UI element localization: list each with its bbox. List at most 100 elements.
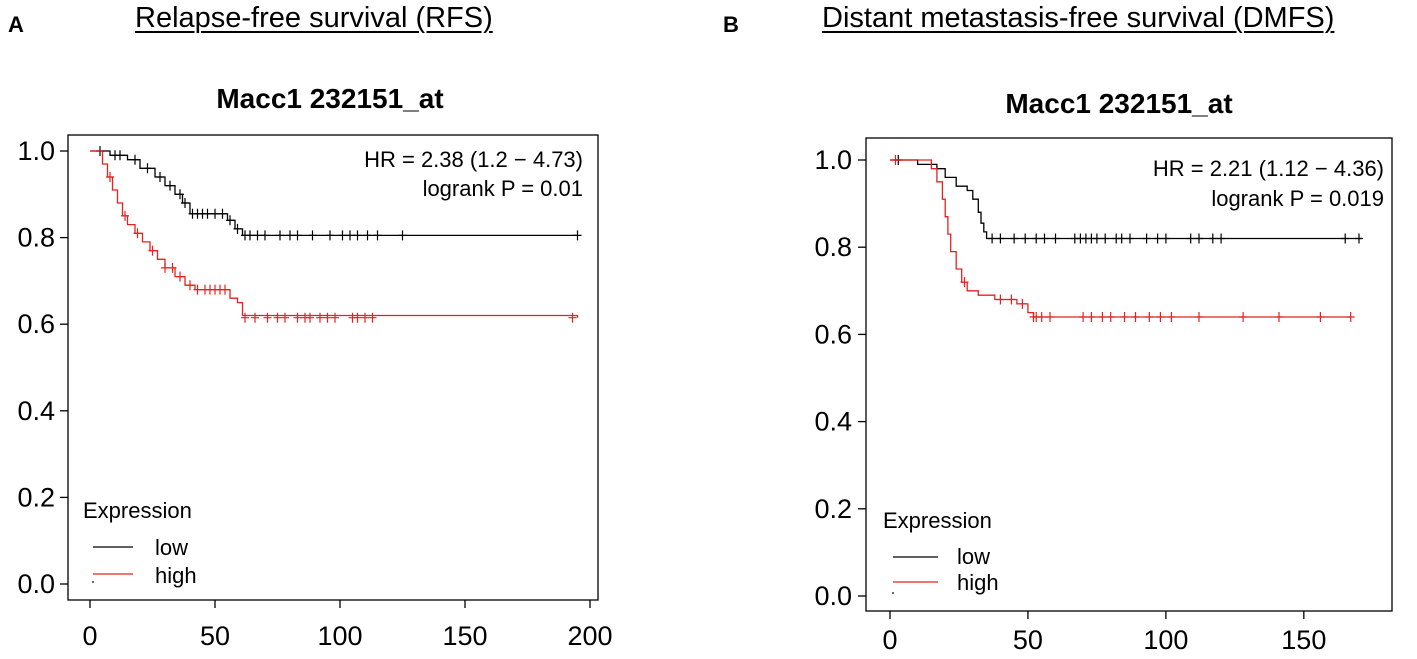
km-curve-low (90, 150, 578, 237)
x-tick-label: 50 (1013, 625, 1043, 655)
x-tick-label: 100 (1143, 625, 1188, 655)
censor-mark-high (1156, 312, 1165, 322)
x-tick-label: 0 (82, 621, 97, 651)
panel-a-letter: A (8, 12, 24, 37)
censor-mark-high (1120, 312, 1129, 322)
censor-mark-low (1208, 233, 1217, 244)
censor-mark-high (1131, 312, 1140, 322)
censor-mark-low (1186, 233, 1195, 244)
censor-mark-low (131, 154, 139, 165)
legend-dot (92, 581, 94, 583)
censor-mark-high (960, 277, 969, 288)
censor-mark-low (1126, 233, 1134, 244)
censor-mark-high (1239, 312, 1248, 322)
censor-mark-high (1018, 298, 1027, 309)
censor-mark-low (218, 208, 227, 219)
km-chart-1: Macc1 232151_at 0.0 0.2 0.4 0.6 0.8 1.0 0 50 100 1… (17, 83, 612, 651)
censor-mark-low (1153, 233, 1162, 244)
censor-mark-high (568, 312, 577, 323)
y-tick-label: 0.8 (17, 223, 55, 253)
legend-label-high: high (155, 563, 197, 588)
logrank-p-label: logrank P = 0.01 (423, 176, 583, 201)
censor-mark-low (181, 198, 189, 208)
censor-mark-high (368, 312, 377, 323)
chart-title: Macc1 232151_at (216, 83, 443, 114)
censor-mark-low (398, 230, 407, 241)
y-tick-label: 1.0 (17, 136, 55, 166)
censor-mark-high (186, 280, 194, 291)
censor-mark-high (1087, 312, 1096, 322)
y-tick-label: 0.8 (814, 232, 852, 262)
censor-mark-low (203, 208, 212, 219)
censor-mark-low (326, 230, 334, 241)
censor-mark-high (1145, 312, 1154, 322)
censor-mark-low (573, 230, 582, 241)
x-tick-label: 150 (1281, 625, 1326, 655)
censor-mark-high (133, 228, 142, 239)
plot-frame (865, 137, 1393, 612)
censor-mark-high (161, 262, 169, 273)
x-tick-label: 50 (200, 621, 230, 651)
x-tick-label: 200 (567, 621, 612, 651)
plot-frame (67, 134, 599, 601)
y-tick-label: 1.0 (814, 145, 852, 175)
censor-mark-low (166, 180, 174, 191)
censor-mark-high (1346, 312, 1355, 322)
legend-title: Expression (83, 498, 192, 523)
censor-mark-high (1079, 312, 1088, 322)
censor-mark-low (1010, 233, 1019, 244)
panel-a-heading: Relapse-free survival (RFS) (135, 2, 493, 34)
censor-mark-low (1101, 233, 1110, 244)
x-tick-label: 100 (317, 621, 362, 651)
hazard-ratio-label: HR = 2.21 (1.12 − 4.36) (1153, 156, 1384, 181)
y-tick-label: 0.4 (17, 396, 55, 426)
censor-mark-low (1117, 233, 1126, 244)
km-curve-low (890, 159, 1362, 240)
censor-mark-high (251, 312, 259, 323)
y-tick-label: 0.0 (814, 581, 852, 611)
legend-dot (892, 592, 894, 594)
censor-mark-low (308, 230, 317, 241)
censor-mark-low (353, 230, 362, 241)
censor-mark-high (241, 312, 249, 323)
censor-mark-high (293, 312, 302, 323)
censor-mark-low (293, 230, 302, 241)
censor-mark-low (1040, 233, 1049, 244)
censor-mark-high (281, 312, 289, 323)
censor-mark-high (106, 172, 114, 182)
censor-mark-low (176, 189, 184, 200)
hazard-ratio-label: HR = 2.38 (1.2 − 4.73) (364, 147, 583, 172)
censor-mark-low (226, 215, 234, 226)
censor-mark-high (331, 312, 339, 323)
censor-mark-high (353, 312, 362, 323)
censor-mark-high (1037, 312, 1046, 322)
censor-mark-low (1142, 233, 1151, 244)
censor-mark-high (316, 312, 324, 323)
censor-mark-high (361, 312, 369, 323)
censor-mark-high (996, 294, 1005, 305)
legend-label-low: low (957, 544, 990, 569)
censor-mark-high (1007, 294, 1016, 305)
censor-mark-high (1167, 312, 1176, 322)
y-tick-label: 0.6 (814, 319, 852, 349)
legend-label-low: low (155, 535, 188, 560)
logrank-p-label: logrank P = 0.019 (1211, 186, 1384, 211)
censor-mark-high (306, 312, 314, 323)
censor-mark-low (1341, 233, 1350, 244)
censor-mark-low (1092, 233, 1101, 244)
censor-mark-high (1316, 312, 1325, 322)
censor-mark-low (286, 230, 294, 241)
censor-mark-high (273, 312, 282, 323)
x-tick-label: 150 (442, 621, 487, 651)
legend-title: Expression (883, 508, 992, 533)
censor-mark-low (211, 208, 219, 219)
censor-mark-low (1355, 233, 1363, 244)
y-tick-label: 0.6 (17, 309, 55, 339)
censor-mark-high (221, 284, 229, 295)
censor-mark-high (323, 312, 332, 323)
censor-mark-high (176, 271, 184, 282)
panel-b-heading: Distant metastasis-free survival (DMFS) (822, 2, 1335, 34)
censor-mark-high (1046, 312, 1054, 322)
censor-mark-low (373, 230, 382, 241)
legend-label-high: high (957, 570, 999, 595)
